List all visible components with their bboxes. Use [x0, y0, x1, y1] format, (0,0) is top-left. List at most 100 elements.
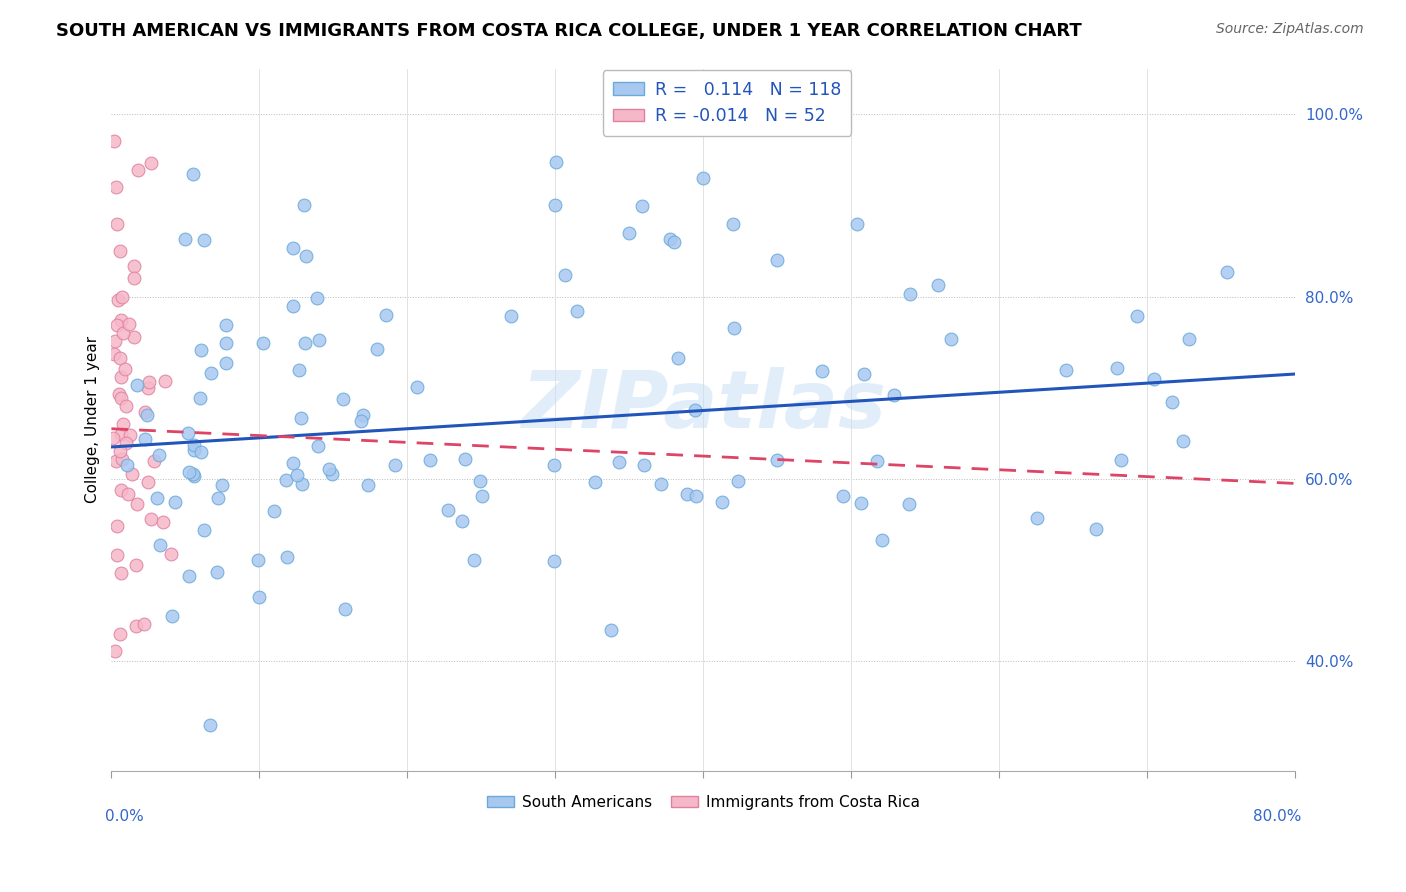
Point: [121, 467, 143, 482]
Point: [308, 333, 330, 347]
Point: [290, 410, 312, 425]
Point: [108, 351, 131, 365]
Point: [163, 495, 186, 509]
Point: [118, 428, 141, 442]
Point: [662, 235, 685, 249]
Point: [136, 475, 159, 490]
Point: [139, 156, 162, 170]
Point: [544, 198, 567, 212]
Point: [107, 293, 129, 307]
Point: [115, 435, 138, 450]
Point: [1171, 434, 1194, 448]
Point: [152, 515, 174, 529]
Point: [105, 454, 128, 468]
Point: [193, 523, 215, 537]
Text: Source: ZipAtlas.com: Source: ZipAtlas.com: [1216, 22, 1364, 37]
Point: [105, 318, 128, 333]
Point: [1084, 522, 1107, 536]
Point: [288, 363, 311, 377]
Point: [283, 456, 305, 470]
Point: [215, 336, 238, 351]
Point: [666, 351, 689, 366]
Point: [292, 198, 315, 212]
Point: [927, 278, 949, 293]
Point: [115, 458, 138, 473]
Point: [898, 497, 921, 511]
Point: [177, 426, 200, 441]
Point: [138, 376, 160, 390]
Point: [332, 392, 354, 406]
Point: [134, 433, 156, 447]
Point: [111, 289, 134, 303]
Point: [1177, 332, 1199, 346]
Point: [1054, 363, 1077, 377]
Text: 0.0%: 0.0%: [105, 809, 145, 824]
Point: [350, 414, 373, 428]
Point: [111, 451, 134, 466]
Point: [294, 336, 316, 351]
Point: [366, 343, 388, 357]
Point: [103, 347, 125, 361]
Point: [148, 448, 170, 462]
Point: [215, 356, 238, 370]
Point: [870, 533, 893, 548]
Point: [471, 489, 494, 503]
Point: [831, 489, 853, 503]
Point: [583, 475, 606, 489]
Point: [543, 554, 565, 568]
Point: [160, 547, 183, 561]
Point: [110, 627, 132, 641]
Point: [134, 405, 156, 419]
Point: [883, 387, 905, 401]
Point: [619, 226, 641, 240]
Point: [124, 619, 146, 633]
Point: [188, 391, 211, 405]
Point: [110, 370, 132, 384]
Point: [374, 309, 396, 323]
Point: [110, 444, 132, 458]
Point: [127, 163, 149, 178]
Text: SOUTH AMERICAN VS IMMIGRANTS FROM COSTA RICA COLLEGE, UNDER 1 YEAR CORRELATION C: SOUTH AMERICAN VS IMMIGRANTS FROM COSTA …: [56, 22, 1083, 40]
Point: [211, 478, 233, 492]
Point: [318, 462, 340, 476]
Point: [543, 458, 565, 472]
Point: [565, 304, 588, 318]
Point: [205, 565, 228, 579]
Point: [1109, 453, 1132, 467]
Point: [1025, 511, 1047, 525]
Point: [112, 326, 135, 340]
Point: [110, 483, 132, 498]
Point: [122, 259, 145, 273]
Point: [190, 445, 212, 459]
Point: [193, 233, 215, 247]
Point: [631, 199, 654, 213]
Point: [101, 431, 124, 445]
Point: [454, 452, 477, 467]
Point: [321, 467, 343, 482]
Point: [110, 426, 132, 441]
Point: [181, 167, 204, 181]
Y-axis label: College, Under 1 year: College, Under 1 year: [86, 336, 100, 503]
Point: [554, 268, 576, 282]
Point: [419, 453, 441, 467]
Point: [122, 271, 145, 285]
Point: [118, 317, 141, 331]
Point: [384, 458, 406, 472]
Point: [283, 299, 305, 313]
Point: [685, 403, 707, 417]
Point: [352, 409, 374, 423]
Point: [103, 135, 125, 149]
Point: [676, 487, 699, 501]
Point: [659, 231, 682, 245]
Point: [274, 473, 297, 487]
Point: [110, 566, 132, 580]
Point: [546, 154, 568, 169]
Point: [650, 476, 672, 491]
Point: [105, 548, 128, 562]
Point: [866, 454, 889, 468]
Point: [104, 334, 127, 348]
Point: [177, 465, 200, 479]
Point: [295, 249, 318, 263]
Point: [468, 474, 491, 488]
Point: [307, 439, 329, 453]
